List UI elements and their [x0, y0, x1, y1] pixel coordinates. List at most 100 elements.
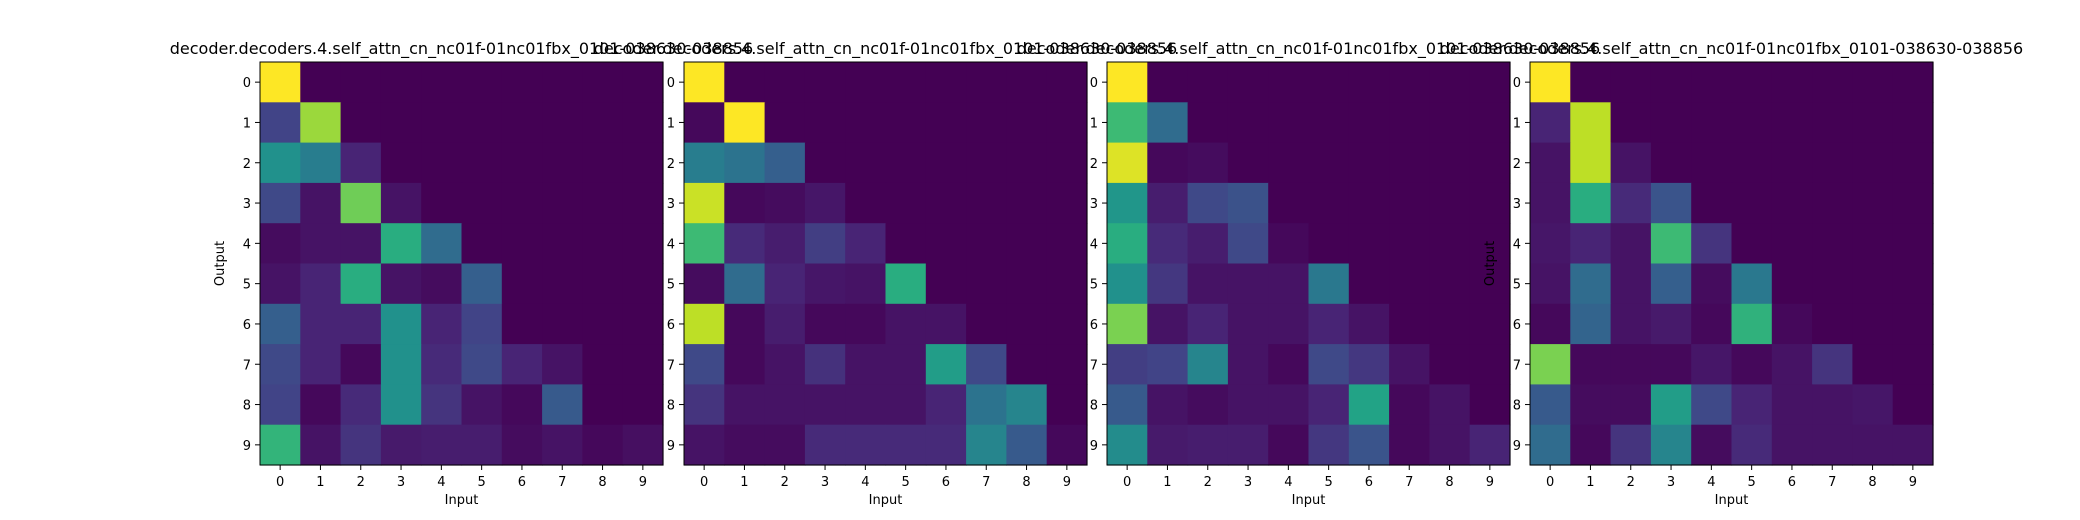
heatmap-cell [1610, 263, 1652, 305]
heatmap-cell [421, 223, 463, 265]
heatmap-cell [461, 344, 503, 385]
heatmap-cell [684, 263, 725, 305]
heatmap-cell [1469, 182, 1511, 224]
heatmap-cell [1691, 303, 1733, 345]
heatmap-cell [1691, 344, 1733, 385]
heatmap-cell [1147, 424, 1189, 466]
heatmap-cell [885, 62, 927, 103]
heatmap-cell [340, 344, 382, 385]
heatmap-cell [340, 182, 382, 224]
x-tick-label: 9 [1909, 475, 1917, 490]
y-tick-label: 8 [1513, 399, 1521, 414]
heatmap-cell [1107, 142, 1148, 184]
heatmap-cell [925, 223, 967, 265]
y-tick-label: 4 [1090, 237, 1098, 252]
heatmap-cell [1006, 102, 1048, 144]
x-tick-label: 3 [1667, 475, 1675, 490]
heatmap-cell [1006, 384, 1048, 426]
heatmap-cell [582, 223, 624, 265]
heatmap-panel-0: 0 1 2 3 4 5 6 7 8 9 0 1 2 3 4 5 6 7 8 9 Input Output decoder.d… [170, 39, 753, 508]
heatmap-cell [885, 344, 927, 385]
y-tick-label: 0 [1090, 76, 1098, 91]
x-tick-label: 8 [598, 475, 606, 490]
heatmap-cell [764, 62, 806, 103]
heatmap-cell [380, 344, 422, 385]
heatmap-cell [1187, 182, 1229, 224]
heatmap-cell [260, 424, 301, 466]
heatmap-cell [1530, 102, 1571, 144]
heatmap-cell [925, 182, 967, 224]
heatmap-cell [1147, 142, 1189, 184]
heatmap-cell [461, 424, 503, 466]
heatmap-cell [966, 142, 1007, 184]
y-tick-label: 6 [1090, 318, 1098, 333]
heatmap-cell [1308, 344, 1350, 385]
heatmap-cell [1469, 384, 1511, 426]
chart-title: decoder.decoders.4.self_attn_cn_nc01f-01… [1017, 39, 1600, 59]
heatmap-cell [1187, 303, 1229, 345]
heatmap-cell [380, 142, 422, 184]
heatmap-cell [1469, 62, 1511, 103]
heatmap-cell [1107, 424, 1148, 466]
heatmap-cell [1570, 182, 1612, 224]
heatmap-cell [542, 303, 583, 345]
heatmap-cell [925, 303, 967, 345]
heatmap-cell [501, 344, 543, 385]
heatmap-cell [684, 384, 725, 426]
heatmap-cell [542, 223, 583, 265]
heatmap-cell [1187, 424, 1229, 466]
heatmap-cell [542, 263, 583, 305]
y-tick-label: 0 [667, 76, 675, 91]
heatmap-cell [380, 62, 422, 103]
heatmap-cell [1570, 303, 1612, 345]
heatmap-cell [845, 344, 887, 385]
heatmap-cell [421, 62, 463, 103]
heatmap-cell [622, 263, 664, 305]
x-tick-label: 2 [1627, 475, 1635, 490]
x-tick-label: 7 [1828, 475, 1836, 490]
heatmap-panel-1: 0 1 2 3 4 5 6 7 8 9 0 1 2 3 4 5 6 7 8 9 Input decoder.decoder… [594, 39, 1177, 508]
heatmap-cell [1187, 142, 1229, 184]
heatmap-cell [1771, 102, 1813, 144]
heatmap-cell [1731, 424, 1773, 466]
heatmap-cell [461, 182, 503, 224]
heatmap-cell [461, 263, 503, 305]
heatmap-cell [1771, 263, 1813, 305]
heatmap-cell [1530, 223, 1571, 265]
heatmap-cell [1187, 344, 1229, 385]
heatmap-cell [1610, 344, 1652, 385]
heatmap-cell [1268, 142, 1310, 184]
heatmap-cell [1227, 263, 1269, 305]
heatmap-cell [1610, 182, 1652, 224]
y-tick-label: 4 [243, 237, 251, 252]
heatmap-cell [1227, 223, 1269, 265]
heatmap-cell [1389, 223, 1430, 265]
heatmap-cell [1892, 223, 1934, 265]
heatmap-cell [1812, 142, 1853, 184]
heatmap-cell [300, 102, 342, 144]
heatmap-cell [1107, 102, 1148, 144]
y-axis-label: Output [213, 241, 228, 286]
y-tick-label: 6 [1513, 318, 1521, 333]
heatmap-cell [1107, 263, 1148, 305]
heatmap-cell [1570, 62, 1612, 103]
x-tick-label: 5 [902, 475, 910, 490]
heatmap-cell [1429, 62, 1471, 103]
y-tick-label: 9 [1090, 439, 1098, 454]
y-tick-label: 6 [667, 318, 675, 333]
heatmap-cell [1469, 344, 1511, 385]
heatmap-cell [724, 344, 766, 385]
y-tick-label: 8 [1090, 399, 1098, 414]
heatmap-cell [542, 62, 583, 103]
axes-frame [1529, 61, 1934, 466]
heatmap-cell [1852, 263, 1894, 305]
heatmap-cell [1268, 384, 1310, 426]
heatmap-cell [542, 142, 583, 184]
heatmap-cell [845, 303, 887, 345]
heatmap-cell [845, 424, 887, 466]
heatmap-cell [1046, 182, 1088, 224]
heatmap-cell [1892, 182, 1934, 224]
heatmap-cell [1429, 142, 1471, 184]
heatmap-cell [885, 142, 927, 184]
heatmap-cell [1187, 263, 1229, 305]
